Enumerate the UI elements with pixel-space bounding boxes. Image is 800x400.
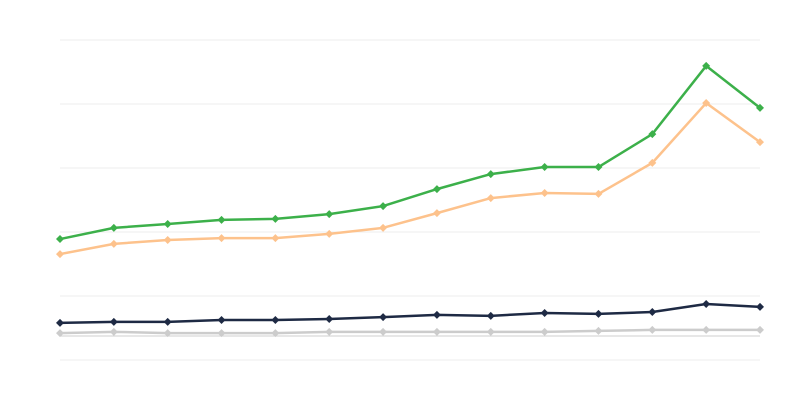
point-marker [56, 329, 64, 338]
point-marker [379, 223, 388, 232]
series [56, 99, 764, 259]
point-marker [486, 311, 495, 320]
series [56, 325, 764, 338]
point-marker [540, 327, 549, 336]
point-marker [432, 310, 441, 319]
point-marker [217, 329, 226, 338]
point-marker [163, 236, 172, 244]
point-marker [540, 308, 549, 317]
point-marker [594, 189, 603, 198]
point-marker [56, 318, 64, 327]
series-line [59, 328, 760, 335]
point-marker [379, 313, 388, 322]
point-marker [379, 202, 388, 211]
point-marker [648, 308, 657, 316]
point-marker [594, 326, 603, 335]
point-marker [56, 250, 64, 259]
point-marker [756, 302, 764, 311]
point-marker [109, 317, 118, 326]
point-marker [325, 327, 334, 336]
point-marker [56, 235, 64, 244]
point-marker [702, 300, 711, 308]
point-marker [109, 239, 118, 248]
point-marker [271, 316, 280, 324]
point-marker [594, 163, 603, 172]
point-marker [432, 185, 441, 194]
point-marker [486, 194, 495, 203]
point-marker [540, 163, 549, 172]
series-line [59, 302, 761, 325]
point-marker [109, 223, 118, 232]
point-marker [163, 329, 172, 338]
point-marker [432, 209, 441, 218]
point-marker [325, 315, 334, 324]
series [56, 300, 764, 327]
point-marker [163, 317, 172, 326]
point-marker [702, 99, 711, 108]
series-line [59, 101, 761, 256]
point-marker [486, 170, 495, 179]
point-marker [648, 325, 657, 334]
point-marker [217, 215, 226, 224]
point-marker [432, 327, 441, 336]
point-marker [756, 138, 764, 147]
point-marker [702, 61, 711, 70]
point-marker [271, 214, 280, 223]
point-marker [756, 103, 764, 112]
point-marker [379, 327, 388, 336]
point-marker [486, 327, 495, 336]
point-marker [702, 325, 711, 334]
point-marker [217, 234, 226, 243]
point-marker [271, 329, 280, 338]
point-marker [594, 309, 603, 318]
point-marker [540, 188, 549, 197]
point-marker [109, 327, 118, 336]
point-marker [217, 316, 226, 324]
series [56, 61, 764, 244]
point-marker [756, 325, 764, 334]
point-marker [163, 220, 172, 228]
series-line [59, 64, 761, 241]
point-marker [325, 210, 334, 219]
point-marker [648, 158, 657, 167]
point-marker [271, 234, 280, 243]
point-marker [648, 130, 657, 139]
point-marker [325, 229, 334, 238]
